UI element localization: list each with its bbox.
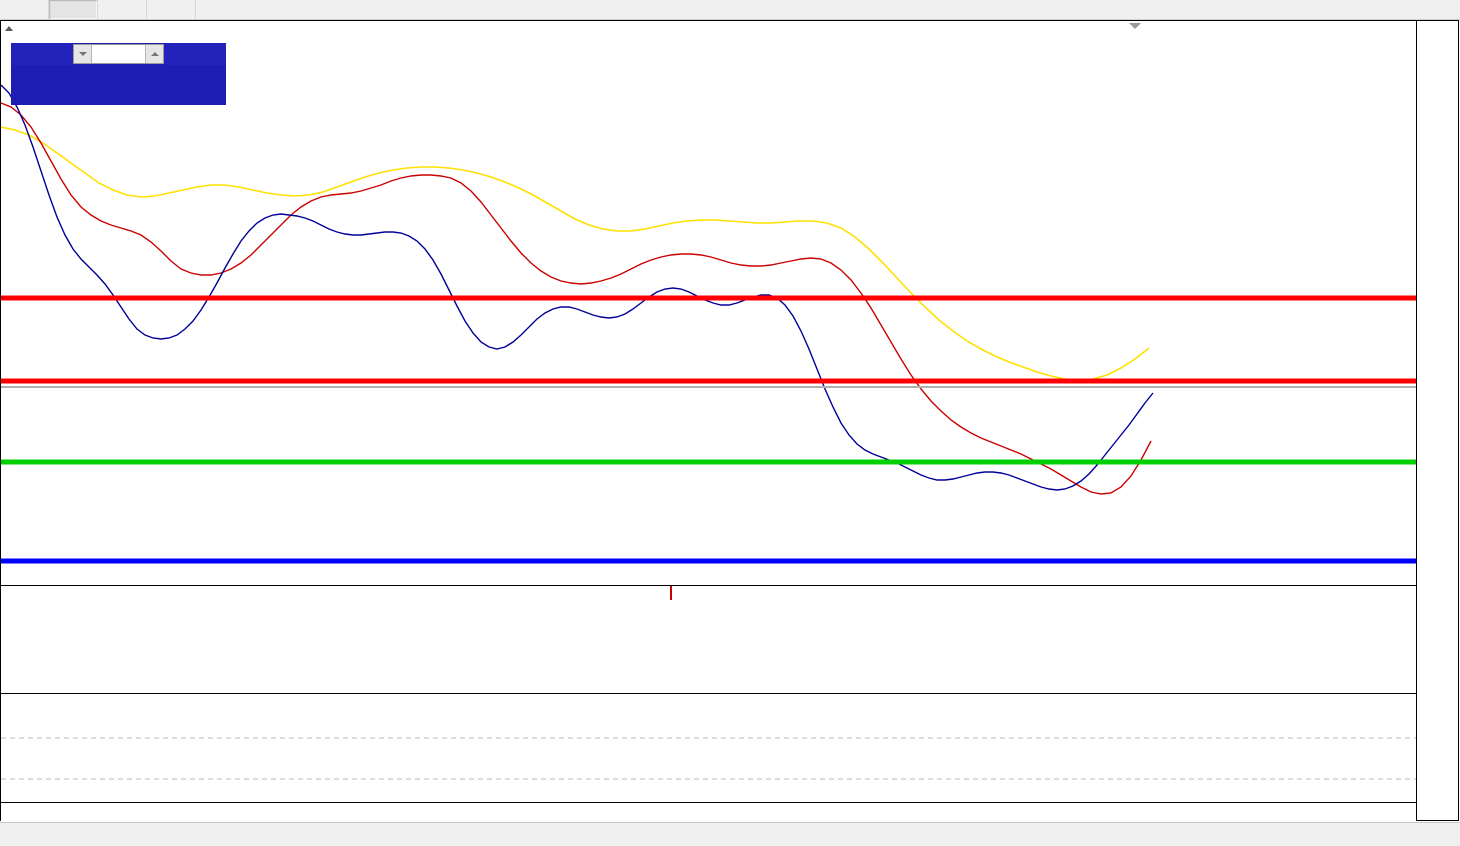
macd-pane[interactable]	[1, 585, 1416, 693]
time-scale[interactable]	[1, 802, 1416, 820]
toolbar-spacer	[196, 0, 1460, 19]
timeframe-button-w1[interactable]	[98, 0, 147, 19]
timeframe-toolbar	[0, 0, 1460, 20]
sell-button[interactable]	[11, 43, 73, 65]
macd-chart-svg	[670, 586, 672, 600]
chevron-up-icon	[150, 52, 159, 56]
timeframe-button-d1[interactable]	[49, 0, 98, 19]
oct-controls-row	[11, 43, 226, 65]
rsi-chart-svg	[1, 737, 1416, 780]
ma-medium-line	[1, 102, 1152, 495]
chart-scroll-marker-icon[interactable]	[1129, 23, 1141, 29]
timeframe-button-h4[interactable]	[0, 0, 49, 19]
ma-fast-line	[1, 84, 1154, 491]
volume-increase-button[interactable]	[145, 45, 163, 63]
one-click-trading-panel[interactable]	[11, 43, 226, 105]
buy-button[interactable]	[164, 43, 226, 65]
collapse-triangle-icon[interactable]	[5, 25, 13, 31]
volume-input[interactable]	[92, 45, 145, 63]
price-pane[interactable]	[1, 35, 1416, 583]
price-chart-svg	[1, 84, 1416, 564]
buy-price-fraction	[171, 87, 173, 105]
sell-price-fraction	[63, 87, 65, 105]
timeframe-button-mn[interactable]	[147, 0, 196, 19]
rsi-pane[interactable]	[1, 693, 1416, 821]
chart-header	[1, 21, 1458, 35]
chart-tab-bar[interactable]	[0, 822, 1460, 846]
chart-window	[0, 20, 1459, 821]
buy-price-display[interactable]	[119, 66, 224, 105]
ma-slow-line	[1, 126, 1150, 381]
sell-price-display[interactable]	[11, 66, 116, 105]
chevron-down-icon	[78, 52, 87, 56]
volume-stepper[interactable]	[73, 44, 164, 64]
price-scale[interactable]	[1416, 21, 1458, 820]
volume-decrease-button[interactable]	[74, 45, 92, 63]
